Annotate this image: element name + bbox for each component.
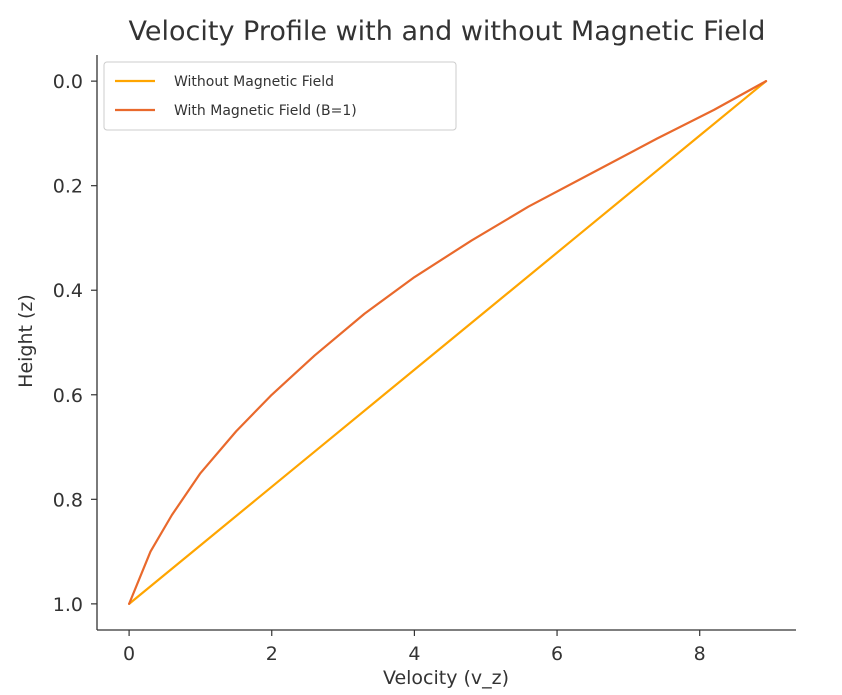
y-tick-label: 0.0 <box>53 71 83 93</box>
y-tick-label: 0.2 <box>53 176 83 198</box>
legend-label-with-field: With Magnetic Field (B=1) <box>174 103 357 119</box>
x-axis-label: Velocity (v_z) <box>383 667 509 689</box>
chart-title: Velocity Profile with and without Magnet… <box>129 16 766 47</box>
y-ticks: 0.0 0.2 0.4 0.6 0.8 1.0 <box>53 71 97 616</box>
legend-label-without-field: Without Magnetic Field <box>174 74 334 90</box>
x-tick-label: 0 <box>123 643 135 665</box>
legend: Without Magnetic Field With Magnetic Fie… <box>103 61 457 131</box>
series-line-0 <box>128 80 768 605</box>
y-axis-label: Height (z) <box>15 294 37 388</box>
series-line-1 <box>128 80 768 605</box>
axes <box>96 55 796 631</box>
y-tick-label: 0.6 <box>53 385 83 407</box>
x-tick-label: 2 <box>266 643 278 665</box>
legend-box <box>103 61 457 131</box>
x-ticks: 0 2 4 6 8 <box>123 630 706 665</box>
y-tick-label: 0.8 <box>53 489 83 511</box>
plot-area <box>128 80 768 605</box>
x-tick-label: 6 <box>551 643 563 665</box>
x-tick-label: 4 <box>408 643 420 665</box>
y-tick-label: 1.0 <box>53 594 83 616</box>
x-tick-label: 8 <box>694 643 706 665</box>
y-tick-label: 0.4 <box>53 280 83 302</box>
